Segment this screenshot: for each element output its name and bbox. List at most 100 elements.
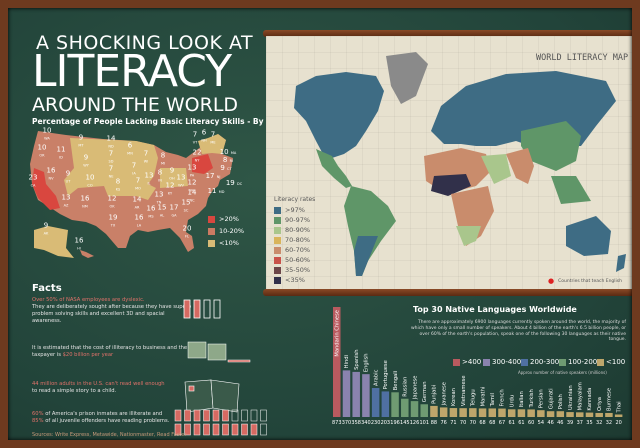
state-abbr: MD: [218, 190, 225, 194]
chalkboard: A SHOCKING LOOK AT LITERACY AROUND THE W…: [8, 8, 632, 440]
person-icon: [203, 299, 211, 319]
new-zealand: [616, 254, 626, 272]
legend-label: >400: [462, 358, 482, 366]
world-map: [294, 52, 626, 276]
state-abbr: OH: [169, 176, 175, 181]
prisoner-icon: [260, 423, 267, 436]
bar-category-label: Italian: [519, 391, 525, 407]
prisoner-icon: [193, 423, 201, 436]
bar-value-label: 32: [596, 420, 602, 426]
state-value: 16: [134, 213, 144, 222]
state-abbr: AR: [134, 205, 140, 210]
state-abbr: RI: [229, 159, 234, 163]
state-vt: 7 VT: [193, 131, 198, 147]
world-legend-item: 50-60%: [274, 256, 310, 264]
bar-thai: [614, 414, 623, 417]
state-abbr: OR: [39, 153, 45, 158]
state-mn: 6 MN: [127, 141, 133, 158]
state-abbr: ME: [210, 140, 216, 145]
state-abbr: NH: [201, 138, 207, 143]
state-value: 13: [144, 171, 154, 180]
low-rate-region: [64, 138, 158, 200]
state-abbr: TN: [156, 200, 162, 205]
state-value: 10: [42, 126, 52, 135]
low-rate-region-ne: [198, 134, 226, 154]
state-abbr: NE: [108, 174, 114, 179]
south-asia: [506, 148, 534, 184]
languages-description: There are approximately 6900 languages c…: [410, 320, 626, 343]
state-value: 11: [207, 187, 217, 195]
facts-heading: Facts: [32, 283, 62, 294]
bar-value-label: 35: [586, 420, 592, 426]
bar-category-label: Marathi: [480, 387, 486, 407]
legend-label: <100: [606, 358, 626, 366]
world-legend-item: <35%: [274, 276, 305, 284]
state-abbr: MS: [148, 214, 154, 219]
languages-legend-item: 300-400: [483, 358, 521, 366]
state-ri: 8 RI: [223, 157, 233, 165]
bar-category-label: Korean: [451, 388, 457, 406]
title-line2: LITERACY: [32, 46, 232, 97]
bar-value-label: 76: [440, 420, 446, 426]
money-stack-icon: [187, 341, 251, 363]
bar-category-label: Ukrainian: [568, 385, 574, 410]
bar-category-label: Burmese: [607, 388, 613, 411]
bar-value-label: 46: [547, 420, 553, 426]
bar-category-label: Portuguese: [383, 360, 389, 389]
state-abbr: DC: [237, 182, 243, 186]
state-ga: 17 GA: [170, 204, 179, 220]
poster-bottom-rod: [263, 289, 632, 296]
bar-value-label: 70: [470, 420, 476, 426]
state-la: 16 LA: [134, 213, 144, 230]
state-value: 23: [28, 173, 38, 182]
state-nh: 6 NH: [201, 129, 207, 145]
legend-swatch: [274, 256, 281, 264]
bar-category-label: German: [422, 381, 428, 402]
state-value: 9: [220, 164, 225, 172]
state-fl: 20 FL: [183, 225, 192, 241]
prisoner-icon: [222, 409, 229, 422]
bar-russian: [401, 398, 409, 417]
state-value: 22: [192, 148, 202, 157]
bar-persian: [537, 410, 545, 417]
bar-bengali: [391, 392, 399, 417]
legend-label: 100-200: [568, 358, 598, 366]
state-value: 16: [46, 166, 56, 175]
legend-swatch: [559, 358, 566, 366]
legend-label: 90-97%: [285, 216, 311, 224]
fact-prison: 60% of America's prison inmates are illi…: [32, 411, 192, 425]
state-value: 9: [83, 153, 89, 162]
bar-category-label: Persian: [539, 389, 545, 408]
legend-label: 300-400: [492, 358, 522, 366]
bar-korean: [449, 408, 458, 417]
state-value: 7: [210, 130, 216, 139]
bar-mandarin-chinese: [333, 307, 341, 417]
state-mo: 7 MO: [135, 176, 141, 193]
bar-japanese: [410, 401, 419, 417]
prisoner-icon: [231, 423, 239, 436]
state-value: 7: [135, 176, 141, 185]
title-line1: A SHOCKING LOOK AT: [36, 32, 254, 54]
bar-german: [420, 404, 428, 417]
state-abbr: SD: [108, 159, 114, 164]
poster-top-rod: [263, 30, 632, 37]
state-value: 7: [108, 149, 114, 158]
state-or: 10 OR: [37, 143, 47, 160]
state-value: 9: [43, 221, 49, 230]
state-value: 6: [127, 141, 133, 150]
state-nv: 16 NV: [46, 166, 56, 183]
bar-category-label: Turkish: [529, 389, 535, 408]
state-value: 10: [37, 143, 47, 152]
state-ar: 14 AR: [133, 196, 142, 212]
state-value: 9: [65, 169, 71, 178]
prisoner-icon: [193, 409, 201, 422]
hawaii-shape: [80, 250, 94, 258]
bar-tamil: [488, 408, 497, 417]
bar-italian: [517, 409, 526, 417]
bar-value-label: 68: [479, 420, 485, 426]
legend-label: 80-90%: [285, 226, 311, 234]
state-value: 14: [106, 134, 116, 143]
state-ny: 22 NY: [192, 148, 202, 165]
bar-value-label: 145: [400, 420, 410, 426]
southeast-asia: [551, 176, 591, 204]
